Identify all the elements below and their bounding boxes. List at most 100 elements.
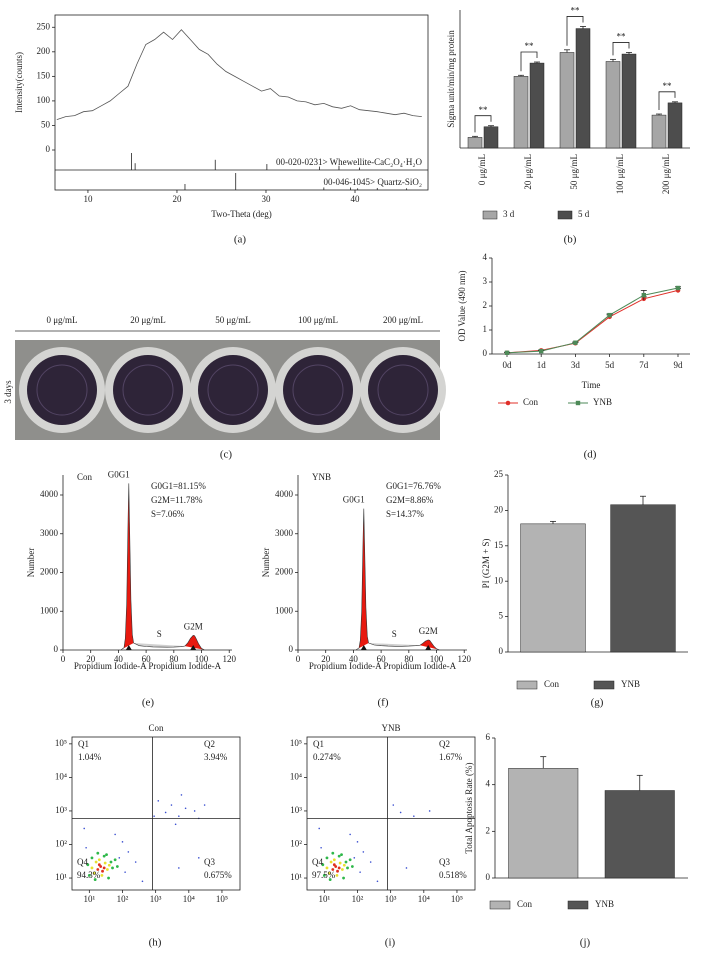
peak-label: S <box>157 629 162 639</box>
y-tick-label: 1 <box>483 324 488 334</box>
y-tick-label: 10² <box>55 839 67 849</box>
event-dot <box>337 866 341 870</box>
quadrant-value: 0.274% <box>313 752 341 762</box>
significance-bracket <box>566 16 584 46</box>
x-tick-label: 30 <box>261 194 271 204</box>
event-dot <box>170 804 173 806</box>
event-dot <box>356 841 359 843</box>
event-dot <box>332 863 336 867</box>
gate-marker <box>425 645 432 650</box>
event-dot <box>100 873 104 877</box>
significance-bracket <box>658 91 676 111</box>
y-axis-label: Number <box>261 548 271 578</box>
x-tick-label: 200 μg/mL <box>661 154 671 194</box>
x-tick-label: 20 μg/mL <box>523 154 533 190</box>
event-dot <box>331 868 335 871</box>
sample-title: Con <box>148 723 164 733</box>
legend-swatch <box>567 900 589 910</box>
series-line <box>506 287 679 354</box>
quadrant-value: 97.5% <box>312 870 336 880</box>
x-tick-label: 9d <box>674 360 684 370</box>
peak-label: G0G1 <box>343 495 365 505</box>
event-dot <box>141 880 144 883</box>
y-tick-label: 1000 <box>275 605 294 615</box>
legend-marker <box>505 400 511 406</box>
event-dot <box>90 856 94 860</box>
y-tick-label: 4 <box>483 252 488 262</box>
x-tick-label: 1d <box>537 360 547 370</box>
bar <box>621 53 637 149</box>
quadrant-name: Q4 <box>77 857 88 867</box>
x-tick-label: 10⁵ <box>451 894 463 904</box>
x-tick-label: 3d <box>571 360 581 370</box>
legend-label: YNB <box>593 397 612 407</box>
event-dot <box>174 823 177 826</box>
quadrant-name: Q3 <box>439 857 450 867</box>
y-tick-label: 2000 <box>40 567 59 577</box>
data-point <box>539 348 544 354</box>
reference-name: 00-046-1045> Quartz-SiO₂ <box>324 177 422 187</box>
phase-stat: G0G1=81.15% <box>151 481 206 491</box>
x-tick-label: 7d <box>639 360 649 370</box>
photo-panel: 0 μg/mL 20 μg/mL 50 μg/mL 100 μg/mL 200 … <box>3 315 446 461</box>
x-axis-label: Propidium Iodide-A Propidium Iodide-A <box>309 661 457 671</box>
panel-label: (f) <box>378 697 389 709</box>
data-point <box>641 293 646 298</box>
event-dot <box>96 868 100 871</box>
panel-label: (b) <box>564 234 577 246</box>
bar <box>610 504 676 653</box>
event-dot <box>342 863 346 867</box>
event-dot <box>94 860 98 864</box>
significance-bracket <box>520 51 538 72</box>
y-tick-label: 10² <box>290 839 302 849</box>
data-point <box>573 340 578 345</box>
event-dot <box>325 866 329 870</box>
event-dot <box>124 871 126 873</box>
y-tick-label: 0 <box>486 872 491 882</box>
event-dot <box>349 833 351 836</box>
event-dot <box>405 867 408 869</box>
plot-frame <box>54 14 429 191</box>
x-tick-label: 40 <box>114 654 124 664</box>
data-point <box>504 350 510 355</box>
y-tick-label: 0 <box>483 348 488 358</box>
quadrant-name: Q1 <box>78 739 89 749</box>
significance-label: ** <box>479 105 489 115</box>
photo-side-label: 3 days <box>3 380 13 404</box>
y-tick-label: 10⁵ <box>55 738 67 748</box>
y-tick-label: 4 <box>486 779 491 789</box>
histogram-area <box>419 639 440 651</box>
x-tick-label: 10² <box>117 894 129 904</box>
event-dot <box>86 863 90 867</box>
event-dot <box>96 851 100 855</box>
x-tick-label: 10³ <box>385 894 397 904</box>
panel-label: (h) <box>149 937 162 949</box>
panel-label: (d) <box>584 449 597 461</box>
bar <box>483 126 499 149</box>
significance-label: ** <box>525 41 535 51</box>
y-tick-label: 3 <box>483 276 488 286</box>
data-point <box>607 312 612 318</box>
bar <box>605 61 621 149</box>
x-tick-label: 0 <box>296 654 301 664</box>
event-dot <box>118 857 121 859</box>
bar <box>529 62 545 149</box>
panel-label: (e) <box>142 697 155 709</box>
event-dot <box>85 846 87 849</box>
event-dot <box>103 861 107 865</box>
legend-label: Con <box>523 397 539 407</box>
phase-stat: G2M=8.86% <box>386 495 434 505</box>
event-dot <box>335 873 339 877</box>
sample-title: Con <box>77 472 93 482</box>
y-tick-label: 3000 <box>275 528 294 538</box>
event-dot <box>332 858 336 862</box>
x-tick-label: 0 <box>61 654 66 664</box>
event-dot <box>178 815 180 817</box>
quadrant-value: 0.675% <box>204 870 232 880</box>
legend-label: 5 d <box>578 209 590 219</box>
x-axis-label: Propidium Iodide-A Propidium Iodide-A <box>74 661 222 671</box>
bar <box>467 137 483 149</box>
quadrant-value: 0.518% <box>439 870 467 880</box>
peak-label: G2M <box>419 626 438 636</box>
